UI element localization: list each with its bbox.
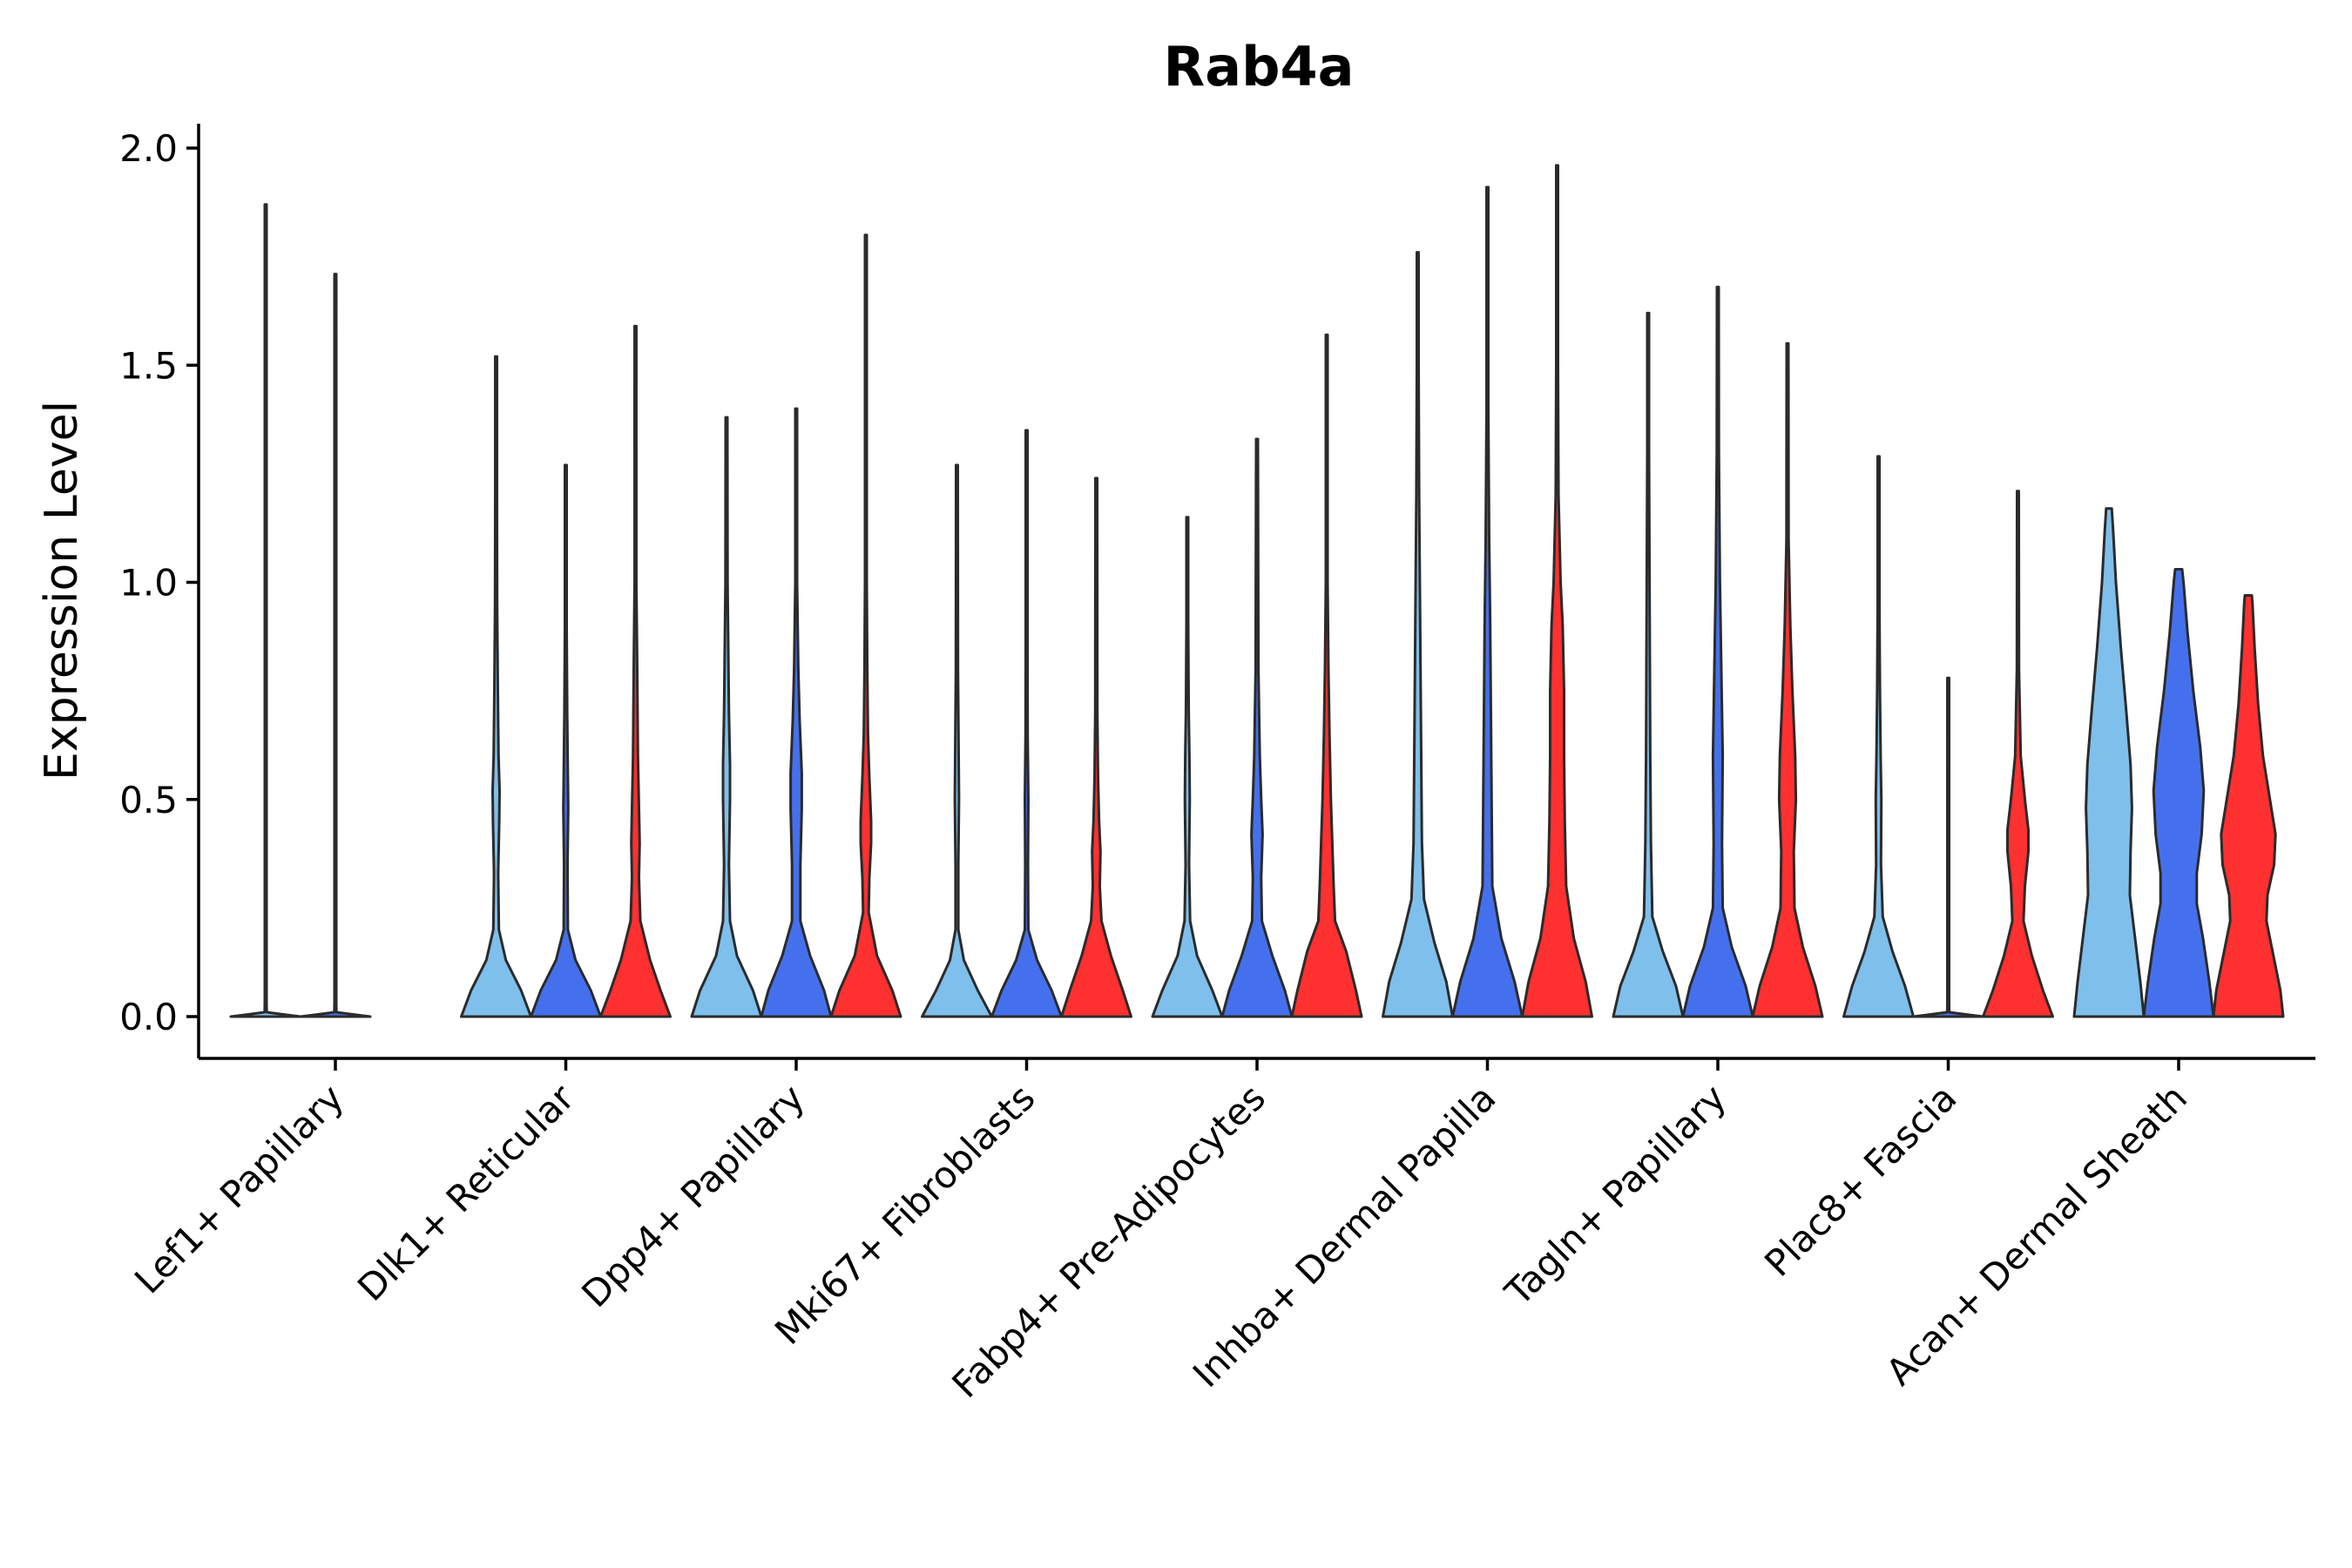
y-tick-label: 0.5 [119,779,178,821]
violins-layer [229,164,2285,1018]
violin-5-1 [1151,516,1224,1018]
violin-8-3 [1982,490,2054,1018]
violin-3-2 [760,407,833,1018]
x-tick-label: Dpp4+ Papillary [573,1076,813,1315]
x-tick-label: Tagln+ Papillary [1497,1076,1734,1314]
violin-9-2 [2142,568,2215,1018]
violin-1-2 [299,273,372,1018]
violin-2-2 [530,463,602,1018]
violin-8-1 [1842,455,1915,1018]
violin-6-2 [1451,186,1524,1018]
violin-5-2 [1220,437,1294,1018]
y-tick-label: 1.0 [119,562,178,605]
y-axis-label: Expression Level [36,401,88,781]
violin-5-3 [1290,333,1363,1018]
x-tick-label: Mki67+ Fibroblasts [767,1076,1043,1352]
violin-9-3 [2212,594,2285,1018]
y-tick-label: 0.0 [119,996,178,1038]
x-tick-label: Plac8+ Fascia [1756,1076,1964,1284]
violin-7-1 [1612,311,1685,1018]
violin-7-2 [1681,286,1754,1018]
violin-2-3 [599,324,672,1018]
y-tick-label: 2.0 [119,127,178,170]
violin-9-1 [2072,507,2146,1018]
violin-6-1 [1382,251,1454,1018]
violin-3-1 [690,416,763,1018]
y-tick-label: 1.5 [119,344,178,387]
violin-1-1 [229,203,302,1018]
violin-4-2 [990,429,1063,1018]
violin-2-1 [460,355,532,1018]
x-tick-label: Lef1+ Papillary [126,1076,352,1301]
violin-3-3 [829,233,902,1018]
violin-4-1 [921,463,993,1018]
chart-title: Rab4a [1164,35,1355,98]
x-tick-label: Dlk1+ Reticular [349,1076,583,1309]
violin-8-2 [1912,676,1984,1018]
violin-7-3 [1751,341,1824,1018]
violin-6-3 [1521,164,1593,1018]
violin-4-3 [1060,476,1132,1018]
